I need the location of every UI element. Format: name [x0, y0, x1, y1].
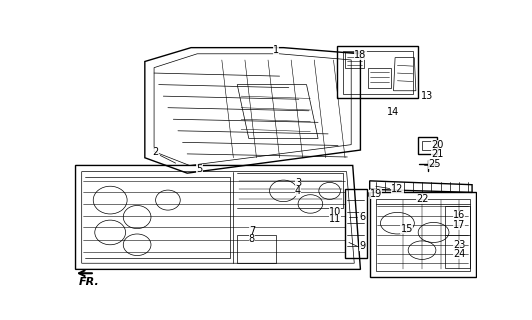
Text: 13: 13: [420, 91, 433, 101]
Text: 20: 20: [431, 140, 444, 150]
Text: 19: 19: [370, 189, 382, 199]
Text: 8: 8: [249, 234, 255, 244]
Text: 25: 25: [428, 159, 440, 169]
Text: 15: 15: [401, 224, 413, 234]
Text: 24: 24: [453, 249, 465, 259]
Text: 5: 5: [196, 164, 203, 174]
Text: 3: 3: [295, 178, 301, 188]
Text: 11: 11: [329, 214, 341, 224]
Text: 6: 6: [359, 212, 365, 222]
Text: 10: 10: [329, 207, 341, 217]
Text: 23: 23: [453, 240, 465, 250]
Text: 9: 9: [359, 241, 365, 251]
Text: 4: 4: [295, 186, 301, 196]
Text: 18: 18: [354, 50, 367, 60]
Text: 1: 1: [273, 44, 279, 54]
Text: 12: 12: [391, 184, 404, 194]
Text: 21: 21: [431, 149, 444, 159]
Text: 7: 7: [248, 226, 255, 236]
Text: FR.: FR.: [79, 277, 99, 287]
Text: 14: 14: [387, 107, 400, 116]
Text: 22: 22: [416, 194, 428, 204]
Text: 17: 17: [453, 220, 465, 230]
Text: 2: 2: [153, 147, 159, 157]
Text: 16: 16: [453, 211, 465, 220]
